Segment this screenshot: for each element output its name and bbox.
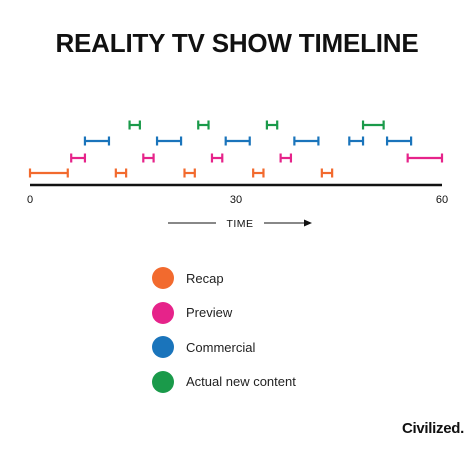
legend-swatch-preview xyxy=(152,301,174,324)
brand-logo: Civilized. xyxy=(401,420,464,437)
x-tick-layer: 0 30 60 xyxy=(27,194,448,206)
legend: Recap Preview Commercial Actual new content xyxy=(152,266,296,404)
legend-item-commercial: Commercial xyxy=(152,335,296,359)
legend-swatch-recap xyxy=(152,267,174,289)
interval-preview-2 xyxy=(142,153,155,163)
interval-preview-3 xyxy=(210,153,224,163)
interval-commercial-1 xyxy=(83,136,111,146)
interval-preview-1 xyxy=(70,153,87,163)
interval-commercial-5 xyxy=(348,136,365,146)
legend-item-preview: Preview xyxy=(152,301,296,325)
interval-recap-3 xyxy=(183,168,196,178)
legend-swatch-commercial xyxy=(152,336,174,358)
legend-label-recap: Recap xyxy=(186,270,224,286)
interval-recap-1 xyxy=(28,168,69,178)
timeline-chart: 0 30 60 TIME xyxy=(27,120,448,230)
legend-item-recap: Recap xyxy=(152,266,296,290)
legend-label-commercial: Commercial xyxy=(186,339,256,355)
interval-layer xyxy=(28,120,444,178)
interval-commercial-6 xyxy=(385,136,413,146)
x-axis-label: TIME xyxy=(226,218,253,230)
legend-item-actual-new-content: Actual new content xyxy=(152,370,296,394)
legend-label-actual-new-content: Actual new content xyxy=(186,374,296,389)
interval-commercial-3 xyxy=(224,136,251,146)
interval-recap-2 xyxy=(114,168,128,178)
interval-commercial-4 xyxy=(293,136,320,146)
time-arrow-head xyxy=(304,219,312,227)
interval-commercial-2 xyxy=(155,136,183,146)
x-tick-label-60: 60 xyxy=(436,194,448,206)
interval-recap-5 xyxy=(320,168,334,178)
interval-preview-5 xyxy=(406,153,444,163)
interval-actual-new-content-2 xyxy=(197,120,210,130)
interval-actual-new-content-1 xyxy=(128,120,141,130)
interval-actual-new-content-4 xyxy=(361,120,385,130)
legend-swatch-actual-new-content xyxy=(152,370,174,393)
x-tick-label-0: 0 xyxy=(27,194,33,206)
interval-preview-4 xyxy=(279,153,293,163)
x-tick-label-30: 30 xyxy=(230,194,242,206)
chart-title: REALITY TV SHOW TIMELINE xyxy=(55,28,419,58)
interval-actual-new-content-3 xyxy=(265,120,279,130)
interval-recap-4 xyxy=(252,168,265,178)
legend-label-preview: Preview xyxy=(186,305,233,320)
